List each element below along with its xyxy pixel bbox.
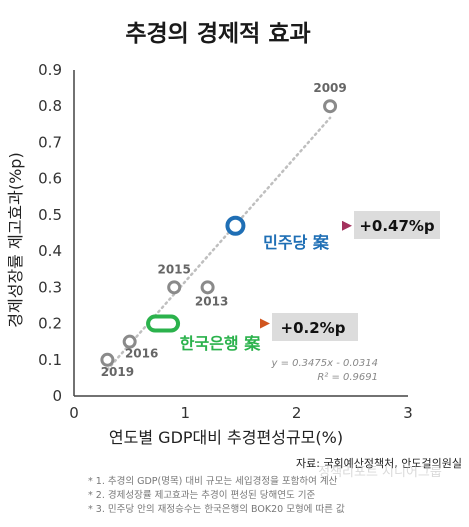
x-tick-label: 0 — [69, 404, 79, 422]
scatter-point — [122, 334, 137, 349]
source-text: 자료: 국회예산정책처, 안도걸의원실 — [296, 457, 462, 470]
bok-value-label: +0.2%p — [281, 319, 346, 337]
bok-label: 한국은행 案 — [180, 334, 261, 353]
bok-point — [146, 314, 181, 333]
y-tick-label: 0.6 — [38, 170, 62, 188]
scatter-point — [323, 99, 338, 114]
highlight-minjoo: +0.47%p 민주당 案 — [225, 211, 440, 252]
x-tick-label: 2 — [292, 404, 302, 422]
bok-value-box — [272, 313, 358, 341]
scatter-point — [100, 352, 115, 367]
scatter-point — [200, 280, 215, 295]
chart-title: 추경의 경제적 효과 — [125, 21, 310, 47]
minjoo-value-box — [354, 211, 440, 239]
y-tick-label: 0 — [52, 387, 62, 405]
note-2: * 2. 경제성장률 제고효과는 추경이 편성된 당해연도 기준 — [88, 489, 315, 501]
point-label: 2009 — [313, 81, 346, 95]
y-tick-label: 0.8 — [38, 97, 62, 115]
x-tick-label: 1 — [181, 404, 191, 422]
x-tick-label: 3 — [403, 404, 413, 422]
highlight-bok: +0.2%p 한국은행 案 — [146, 313, 358, 353]
y-tick-label: 0.1 — [38, 351, 62, 369]
y-tick-label: 0.2 — [38, 315, 62, 333]
y-tick-label: 0.9 — [38, 61, 62, 79]
point-label: 2016 — [125, 347, 158, 361]
minjoo-label: 민주당 案 — [263, 233, 330, 252]
minjoo-value-label: +0.47%p — [359, 217, 435, 235]
note-3: * 3. 민주당 안의 재정승수는 한국은행의 BOK20 모형에 따른 값 — [88, 503, 345, 515]
point-label: 2019 — [101, 365, 134, 379]
y-tick-label: 0.3 — [38, 278, 62, 296]
minjoo-point — [225, 215, 246, 236]
x-axis-label: 연도별 GDP대비 추경편성규모(%) — [109, 428, 343, 447]
trend-equation: y = 0.3475x - 0.0314 — [270, 358, 378, 369]
watermark: 정책리포트 시니어그룹 — [318, 465, 442, 480]
data-points: 2019 2016 2015 2013 2009 — [100, 81, 347, 379]
point-label: 2013 — [195, 294, 228, 308]
point-label: 2015 — [157, 262, 190, 276]
note-1: * 1. 추경의 GDP(명목) 대비 규모는 세입경정을 포함하여 계산 — [88, 475, 338, 487]
y-tick-label: 0.4 — [38, 242, 62, 260]
x-tick-labels: 0 1 2 3 — [69, 404, 413, 422]
y-tick-label: 0.5 — [38, 206, 62, 224]
y-axis-label: 경제성장률 제고효과(%p) — [6, 152, 25, 327]
r-squared: R² = 0.9691 — [317, 372, 378, 383]
y-tick-labels: 0 0.1 0.2 0.3 0.4 0.5 0.6 0.7 0.8 0.9 — [38, 61, 62, 405]
scatter-point — [167, 280, 182, 295]
y-tick-label: 0.7 — [38, 133, 62, 151]
trend-line — [106, 116, 332, 371]
